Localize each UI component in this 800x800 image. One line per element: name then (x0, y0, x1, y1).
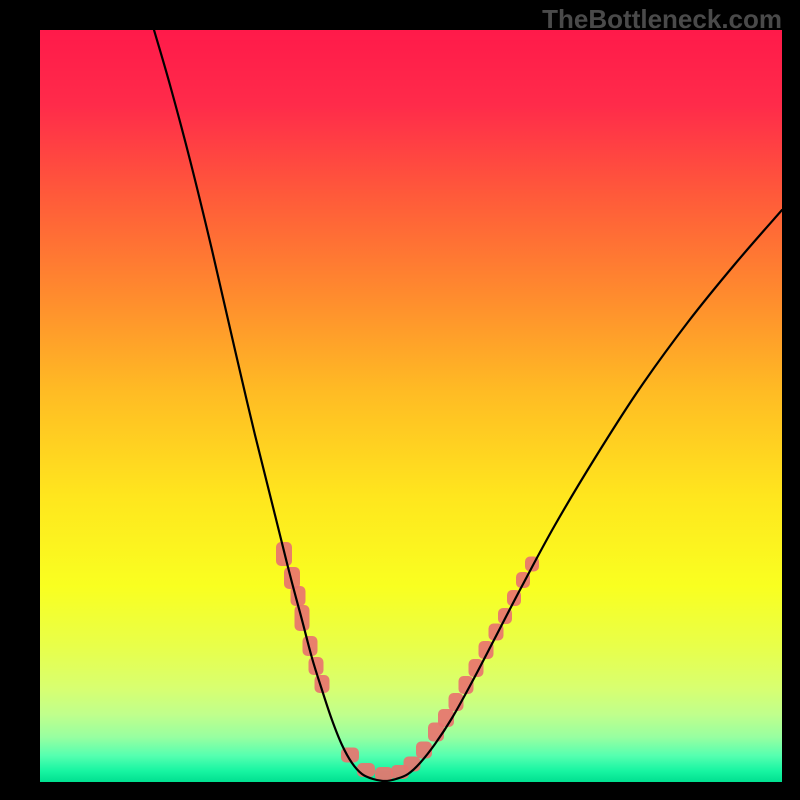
watermark-text: TheBottleneck.com (542, 4, 782, 35)
chart-svg-layer (40, 30, 782, 782)
chart-marker (375, 767, 393, 781)
chart-marker (357, 763, 375, 777)
chart-curve (154, 30, 782, 781)
plot-area (40, 30, 782, 782)
figure-root: TheBottleneck.com (0, 0, 800, 800)
